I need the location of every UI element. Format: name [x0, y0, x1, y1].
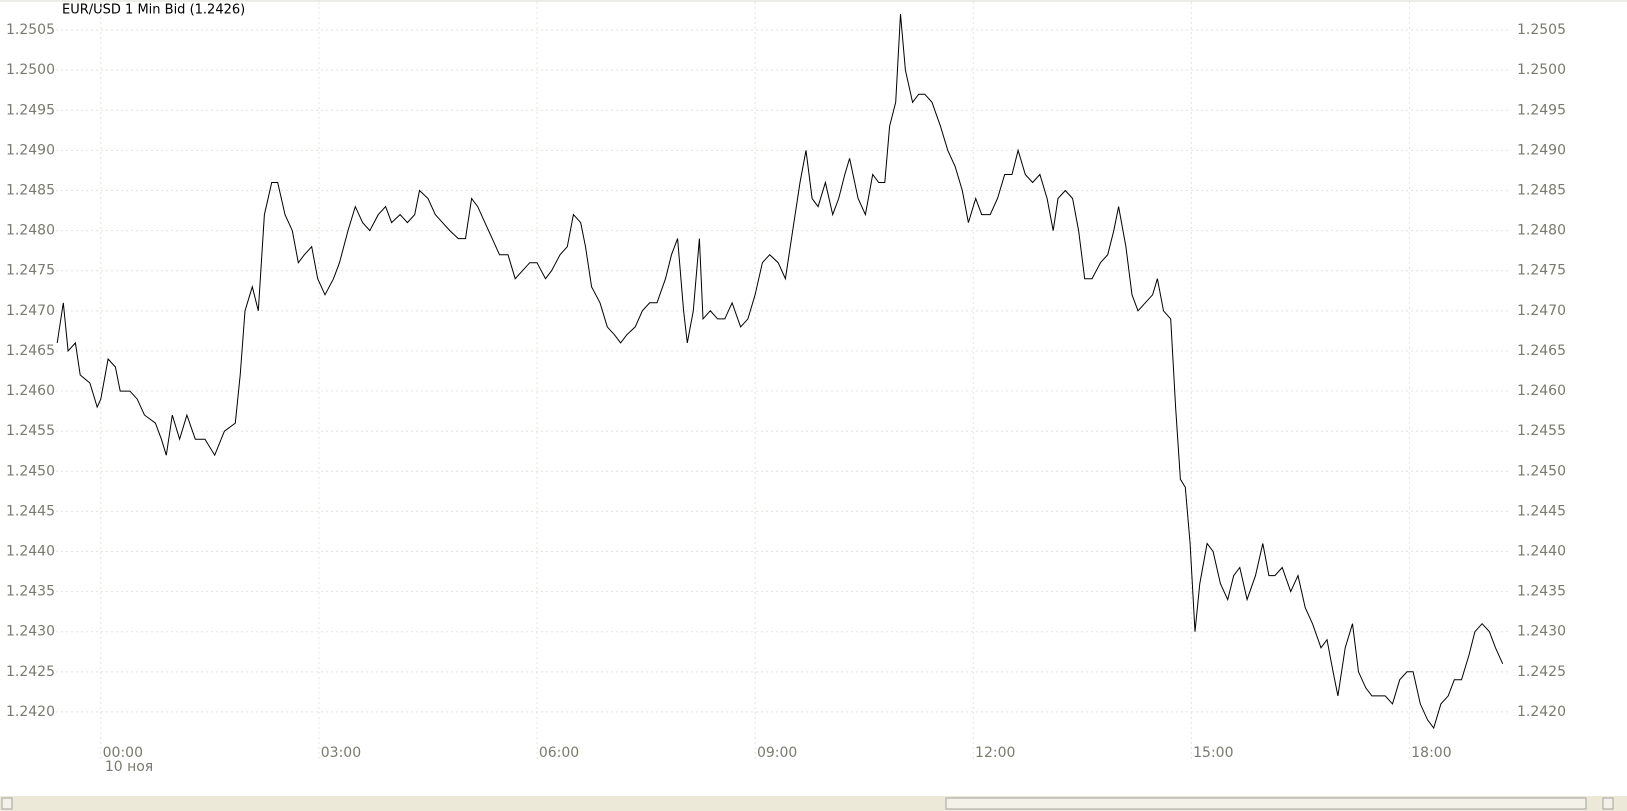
chart-title: EUR/USD 1 Min Bid (1.2426): [62, 3, 245, 18]
y-tick-label: 1.2470: [6, 303, 55, 319]
y-tick-label: 1.2445: [6, 503, 55, 519]
y-tick-label: 1.2480: [6, 223, 55, 239]
scroll-left-button[interactable]: [1, 797, 13, 810]
x-tick-label: 12:00: [975, 745, 1015, 761]
y-tick-label: 1.2455: [6, 423, 55, 439]
x-tick-label: 09:00: [757, 745, 797, 761]
y-tick-label: 1.2490: [6, 142, 55, 158]
y-tick-label: 1.2485: [6, 183, 55, 199]
y-tick-label-right: 1.2435: [1517, 584, 1566, 600]
y-tick-label-right: 1.2490: [1517, 142, 1566, 158]
x-tick-label: 15:00: [1193, 745, 1233, 761]
y-tick-label-right: 1.2480: [1517, 223, 1566, 239]
y-tick-label: 1.2475: [6, 263, 55, 279]
y-tick-label-right: 1.2465: [1517, 343, 1566, 359]
y-tick-label: 1.2450: [6, 463, 55, 479]
y-tick-label-right: 1.2460: [1517, 383, 1566, 399]
y-tick-label: 1.2435: [6, 584, 55, 600]
y-tick-label-right: 1.2500: [1517, 62, 1566, 78]
x-tick-label: 06:00: [539, 745, 579, 761]
y-tick-label: 1.2430: [6, 624, 55, 640]
scroll-right-button[interactable]: [1602, 797, 1614, 810]
x-tick-label: 00:00: [103, 745, 143, 761]
y-tick-label: 1.2425: [6, 664, 55, 680]
y-tick-label-right: 1.2455: [1517, 423, 1566, 439]
y-tick-label-right: 1.2485: [1517, 183, 1566, 199]
price-line: [56, 13, 1504, 730]
y-tick-label-right: 1.2440: [1517, 543, 1566, 559]
y-tick-label-right: 1.2425: [1517, 664, 1566, 680]
y-tick-label: 1.2460: [6, 383, 55, 399]
scroll-thumb[interactable]: [945, 797, 1587, 810]
date-label: 10 ноя: [105, 759, 153, 775]
x-tick-label: 03:00: [321, 745, 361, 761]
y-tick-label: 1.2505: [6, 22, 55, 38]
y-tick-label: 1.2465: [6, 343, 55, 359]
y-tick-label-right: 1.2495: [1517, 102, 1566, 118]
y-tick-label-right: 1.2420: [1517, 704, 1566, 720]
scrollbar[interactable]: [0, 796, 1627, 811]
y-tick-label-right: 1.2505: [1517, 22, 1566, 38]
y-tick-label-right: 1.2445: [1517, 503, 1566, 519]
y-tick-label: 1.2495: [6, 102, 55, 118]
y-tick-label-right: 1.2475: [1517, 263, 1566, 279]
y-tick-label: 1.2500: [6, 62, 55, 78]
y-tick-label: 1.2420: [6, 704, 55, 720]
y-tick-label-right: 1.2450: [1517, 463, 1566, 479]
y-tick-label: 1.2440: [6, 543, 55, 559]
x-tick-label: 18:00: [1411, 745, 1451, 761]
y-tick-label-right: 1.2430: [1517, 624, 1566, 640]
y-tick-label-right: 1.2470: [1517, 303, 1566, 319]
